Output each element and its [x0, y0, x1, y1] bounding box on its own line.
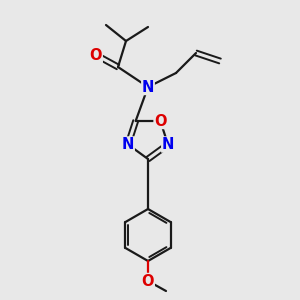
- Text: N: N: [142, 80, 154, 94]
- Text: N: N: [162, 137, 174, 152]
- Text: O: O: [90, 47, 102, 62]
- Text: N: N: [122, 137, 134, 152]
- Text: O: O: [142, 274, 154, 289]
- Text: O: O: [154, 113, 167, 128]
